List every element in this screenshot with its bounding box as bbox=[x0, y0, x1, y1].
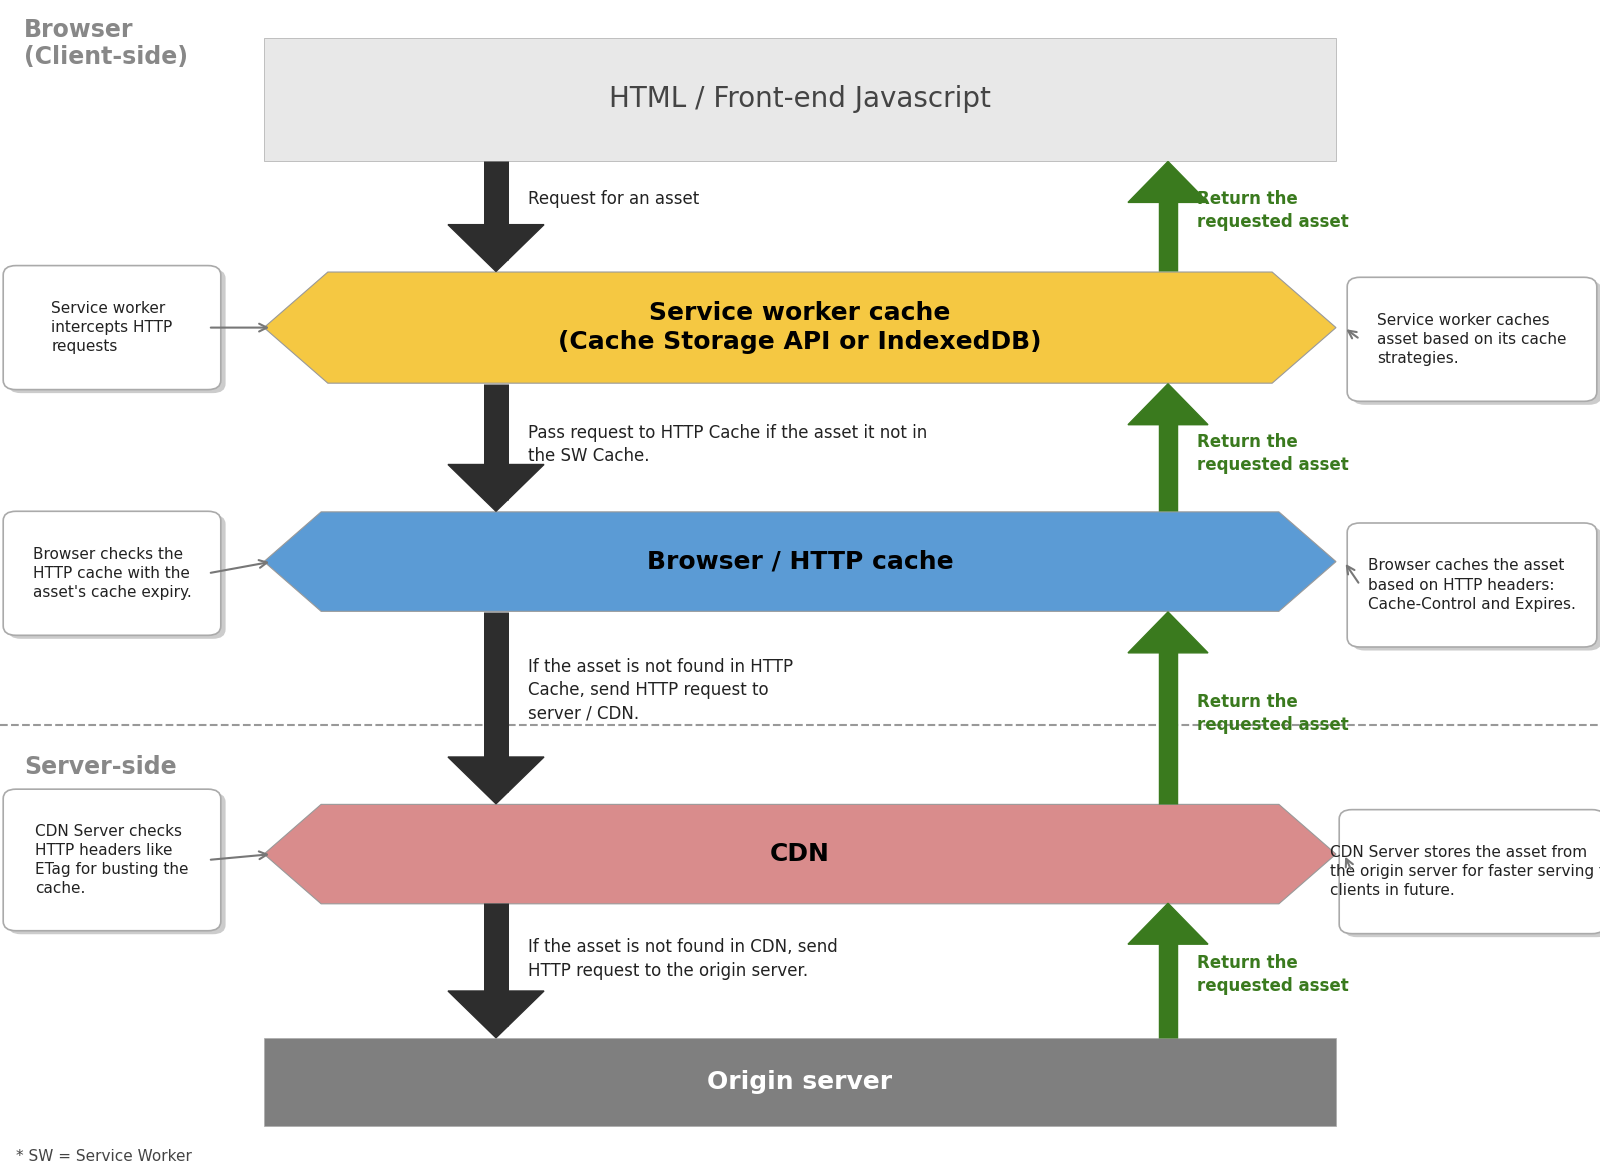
FancyBboxPatch shape bbox=[3, 789, 221, 931]
Text: Service worker cache
(Cache Storage API or IndexedDB): Service worker cache (Cache Storage API … bbox=[558, 301, 1042, 355]
Polygon shape bbox=[264, 805, 1336, 903]
Polygon shape bbox=[448, 991, 544, 1038]
FancyBboxPatch shape bbox=[8, 793, 226, 934]
Text: Return the
requested asset: Return the requested asset bbox=[1197, 693, 1349, 735]
Polygon shape bbox=[448, 464, 544, 511]
Polygon shape bbox=[264, 512, 1336, 611]
Text: Request for an asset: Request for an asset bbox=[528, 190, 699, 207]
Polygon shape bbox=[448, 225, 544, 271]
Text: Browser caches the asset
based on HTTP headers:
Cache-Control and Expires.: Browser caches the asset based on HTTP h… bbox=[1368, 558, 1576, 612]
Text: If the asset is not found in CDN, send
HTTP request to the origin server.: If the asset is not found in CDN, send H… bbox=[528, 938, 838, 980]
FancyBboxPatch shape bbox=[3, 266, 221, 390]
FancyBboxPatch shape bbox=[1344, 813, 1600, 937]
Polygon shape bbox=[448, 757, 544, 804]
Polygon shape bbox=[1128, 903, 1208, 944]
Text: CDN Server stores the asset from
the origin server for faster serving to
clients: CDN Server stores the asset from the ori… bbox=[1330, 845, 1600, 899]
FancyBboxPatch shape bbox=[8, 269, 226, 393]
FancyBboxPatch shape bbox=[3, 511, 221, 635]
Text: Browser checks the
HTTP cache with the
asset's cache expiry.: Browser checks the HTTP cache with the a… bbox=[32, 546, 192, 600]
Text: Browser / HTTP cache: Browser / HTTP cache bbox=[646, 550, 954, 573]
Text: Return the
requested asset: Return the requested asset bbox=[1197, 954, 1349, 996]
FancyBboxPatch shape bbox=[1352, 281, 1600, 405]
Bar bbox=[264, 1039, 1336, 1126]
FancyBboxPatch shape bbox=[1352, 526, 1600, 651]
Polygon shape bbox=[1128, 161, 1208, 202]
Text: Server-side: Server-side bbox=[24, 755, 176, 779]
Text: Return the
requested asset: Return the requested asset bbox=[1197, 433, 1349, 475]
Text: Return the
requested asset: Return the requested asset bbox=[1197, 190, 1349, 232]
FancyBboxPatch shape bbox=[1347, 523, 1597, 647]
Polygon shape bbox=[1128, 612, 1208, 653]
FancyBboxPatch shape bbox=[1339, 810, 1600, 934]
Text: Pass request to HTTP Cache if the asset it not in
the SW Cache.: Pass request to HTTP Cache if the asset … bbox=[528, 424, 928, 466]
FancyBboxPatch shape bbox=[8, 515, 226, 639]
Bar bbox=[264, 39, 1336, 160]
Polygon shape bbox=[1128, 384, 1208, 425]
Text: CDN: CDN bbox=[770, 842, 830, 866]
FancyBboxPatch shape bbox=[1347, 277, 1597, 401]
Text: Origin server: Origin server bbox=[707, 1071, 893, 1094]
Text: Service worker
intercepts HTTP
requests: Service worker intercepts HTTP requests bbox=[51, 301, 173, 355]
Text: Service worker caches
asset based on its cache
strategies.: Service worker caches asset based on its… bbox=[1378, 312, 1566, 366]
Text: * SW = Service Worker: * SW = Service Worker bbox=[16, 1149, 192, 1164]
Text: CDN Server checks
HTTP headers like
ETag for busting the
cache.: CDN Server checks HTTP headers like ETag… bbox=[35, 824, 189, 896]
Text: HTML / Front-end Javascript: HTML / Front-end Javascript bbox=[610, 85, 990, 113]
Text: If the asset is not found in HTTP
Cache, send HTTP request to
server / CDN.: If the asset is not found in HTTP Cache,… bbox=[528, 658, 794, 723]
Text: Browser
(Client-side): Browser (Client-side) bbox=[24, 18, 189, 69]
Polygon shape bbox=[264, 273, 1336, 384]
